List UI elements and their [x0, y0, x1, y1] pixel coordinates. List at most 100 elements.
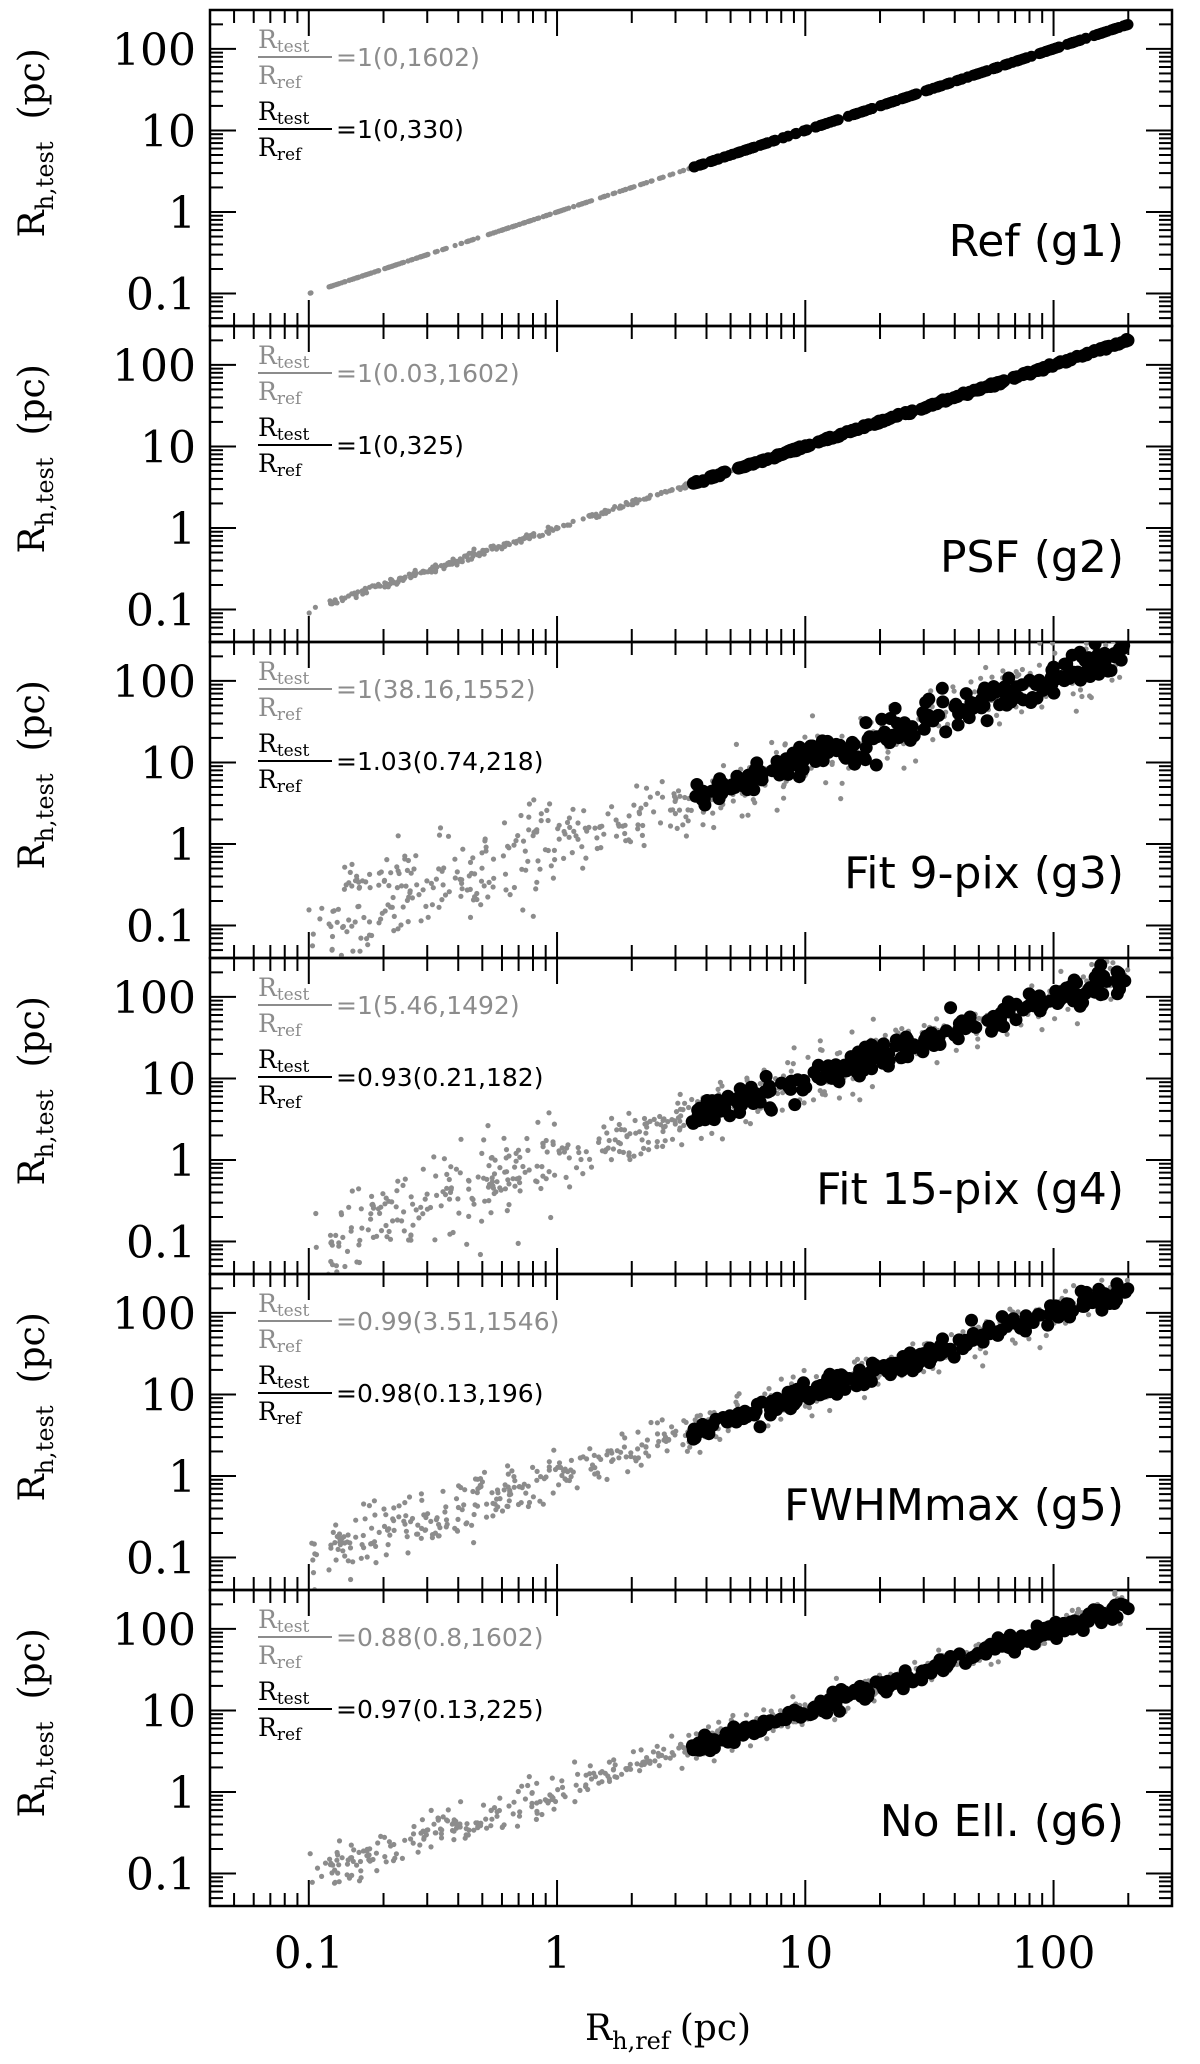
y-tick-label: 10	[140, 1054, 196, 1105]
point-all	[743, 1712, 750, 1718]
point-all	[550, 875, 557, 881]
point-all	[556, 836, 562, 842]
point-all	[380, 1191, 386, 1197]
point-all	[410, 1222, 416, 1228]
point-all	[499, 1508, 506, 1514]
point-all	[743, 1119, 749, 1125]
y-tick-label: 100	[112, 973, 196, 1024]
point-large	[811, 1381, 825, 1395]
point-all	[391, 1505, 397, 1511]
point-all	[384, 1527, 391, 1533]
point-all	[484, 547, 490, 554]
point-all	[446, 1196, 453, 1202]
point-all	[472, 871, 478, 877]
point-all	[444, 1185, 450, 1191]
point-all	[850, 1091, 856, 1097]
point-all	[544, 807, 550, 814]
point-large	[801, 124, 813, 136]
point-all	[660, 174, 666, 180]
scatter-points	[307, 19, 1134, 296]
point-all	[443, 1524, 449, 1530]
point-all	[661, 1437, 667, 1443]
point-all	[687, 1444, 693, 1450]
point-all	[928, 688, 934, 694]
point-all	[829, 759, 835, 766]
point-all	[448, 1164, 454, 1170]
point-all	[423, 1514, 429, 1521]
point-all	[587, 1763, 593, 1769]
panel-5: 0.1 1 10 100 Rh,test(pc) RtestRref=0.99(3.51,…	[12, 1272, 1174, 1592]
y-tick-label: 0.1	[126, 1534, 196, 1585]
point-all	[762, 1391, 768, 1397]
point-all	[383, 1512, 389, 1518]
point-all	[374, 1233, 380, 1239]
point-large	[903, 733, 917, 747]
point-large	[687, 1423, 701, 1437]
point-all	[575, 1145, 581, 1151]
point-all	[677, 1741, 684, 1747]
point-all	[790, 1374, 796, 1380]
point-all	[350, 948, 356, 954]
point-large	[941, 392, 955, 406]
point-all	[509, 1468, 515, 1474]
point-all	[516, 1813, 523, 1819]
point-all	[398, 922, 404, 928]
point-all	[333, 1522, 339, 1528]
point-large	[1064, 352, 1078, 366]
point-all	[612, 504, 618, 510]
point-all	[641, 181, 647, 187]
point-large	[920, 1350, 934, 1364]
point-all	[451, 1817, 457, 1823]
point-large	[936, 80, 948, 92]
point-all	[482, 1198, 488, 1204]
point-all	[596, 1474, 602, 1480]
point-all	[502, 871, 509, 877]
point-all	[403, 1513, 409, 1519]
point-all	[685, 818, 691, 824]
point-large	[753, 1095, 767, 1109]
point-large	[689, 476, 703, 490]
point-all	[432, 569, 439, 575]
point-all	[365, 1227, 371, 1233]
point-all	[614, 1127, 620, 1133]
point-all	[368, 1216, 374, 1222]
point-all	[448, 1185, 454, 1191]
point-large	[761, 452, 775, 466]
point-all	[845, 1705, 851, 1711]
point-all	[1124, 1277, 1130, 1283]
point-all	[388, 870, 394, 876]
point-all	[447, 1231, 453, 1237]
point-all	[849, 1029, 855, 1035]
point-all	[431, 1821, 437, 1827]
point-all	[570, 806, 576, 812]
panel-4: 0.1 1 10 100 Rh,test(pc) RtestRref=1(5.46,149…	[12, 956, 1174, 1276]
point-all	[486, 1163, 492, 1169]
point-all	[529, 1800, 535, 1806]
point-all	[686, 1104, 692, 1111]
point-all	[497, 1795, 503, 1801]
point-all	[769, 739, 775, 746]
point-all	[452, 875, 458, 881]
point-large	[936, 1332, 949, 1346]
point-all	[547, 526, 553, 532]
point-all	[624, 1133, 630, 1139]
point-all	[539, 532, 546, 538]
point-all	[530, 913, 536, 919]
y-axis-title: Rh,test(pc)	[12, 1312, 59, 1501]
point-large	[1078, 1296, 1092, 1310]
point-all	[470, 1488, 476, 1495]
point-all	[423, 903, 429, 910]
point-all	[442, 1509, 448, 1515]
point-all	[934, 1016, 940, 1022]
point-large	[727, 148, 739, 160]
point-all	[375, 583, 381, 589]
point-all	[652, 1758, 658, 1764]
point-all	[801, 1100, 807, 1106]
point-large	[975, 701, 988, 715]
plot-area: 0.1110100Rh,test(pc)RtestRref=1(0,1602)R…	[12, 8, 1174, 1908]
point-all	[456, 1210, 462, 1216]
point-all	[563, 1174, 569, 1180]
point-all	[329, 946, 335, 953]
